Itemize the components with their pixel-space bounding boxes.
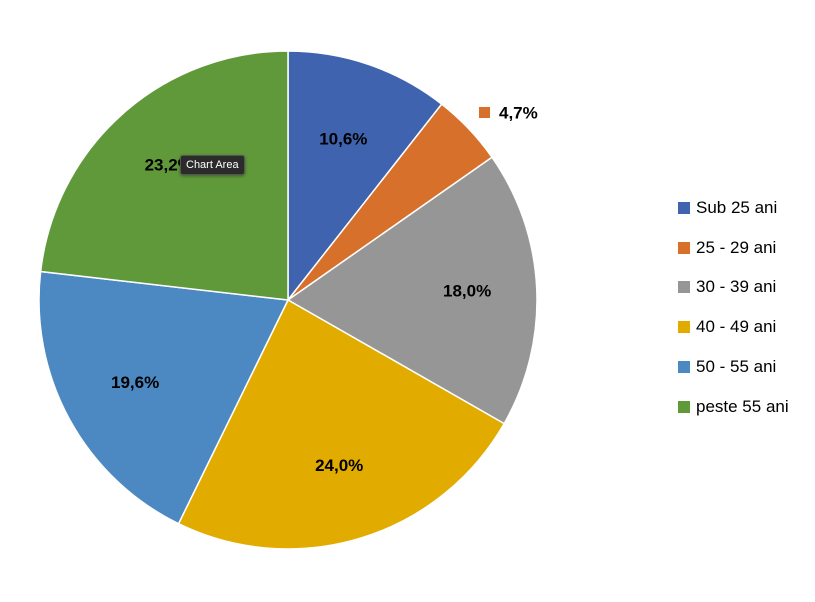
legend-swatch xyxy=(678,400,690,413)
data-label-30-39: 18,0% xyxy=(443,281,491,300)
pie-slice-peste-55[interactable] xyxy=(39,50,289,301)
legend-item-40-49[interactable]: 40 - 49 ani xyxy=(678,307,789,347)
chart-area-tooltip: Chart Area xyxy=(180,155,245,175)
data-label-50-55: 19,6% xyxy=(111,373,159,392)
pie-slice-sub-25[interactable] xyxy=(287,50,443,303)
data-label-marker-25-29 xyxy=(479,107,490,118)
data-label-sub-25: 10,6% xyxy=(319,129,367,148)
legend-label: 40 - 49 ani xyxy=(696,317,777,337)
data-label-25-29: 4,7% xyxy=(499,103,538,122)
legend-item-25-29[interactable]: 25 - 29 ani xyxy=(678,228,789,268)
legend-label: 30 - 39 ani xyxy=(696,277,777,297)
legend-swatch xyxy=(678,241,690,254)
legend: Sub 25 ani 25 - 29 ani 30 - 39 ani 40 - 49 … xyxy=(678,188,789,427)
legend-swatch xyxy=(678,361,690,374)
data-label-40-49: 24,0% xyxy=(315,456,363,475)
legend-label: 50 - 55 ani xyxy=(696,357,777,377)
pie-slice-50-55[interactable] xyxy=(38,270,290,525)
legend-swatch xyxy=(678,201,690,214)
pie-slice-30-39[interactable] xyxy=(286,156,538,425)
legend-label: Sub 25 ani xyxy=(696,197,778,217)
legend-item-50-55[interactable]: 50 - 55 ani xyxy=(678,347,789,387)
legend-swatch xyxy=(678,321,690,334)
legend-item-30-39[interactable]: 30 - 39 ani xyxy=(678,268,789,308)
legend-label: 25 - 29 ani xyxy=(696,237,777,257)
pie-slice-40-49[interactable] xyxy=(177,298,506,550)
legend-item-sub-25[interactable]: Sub 25 ani xyxy=(678,188,789,228)
legend-item-peste-55[interactable]: peste 55 ani xyxy=(678,387,789,427)
legend-label: peste 55 ani xyxy=(696,396,789,416)
legend-swatch xyxy=(678,281,690,294)
